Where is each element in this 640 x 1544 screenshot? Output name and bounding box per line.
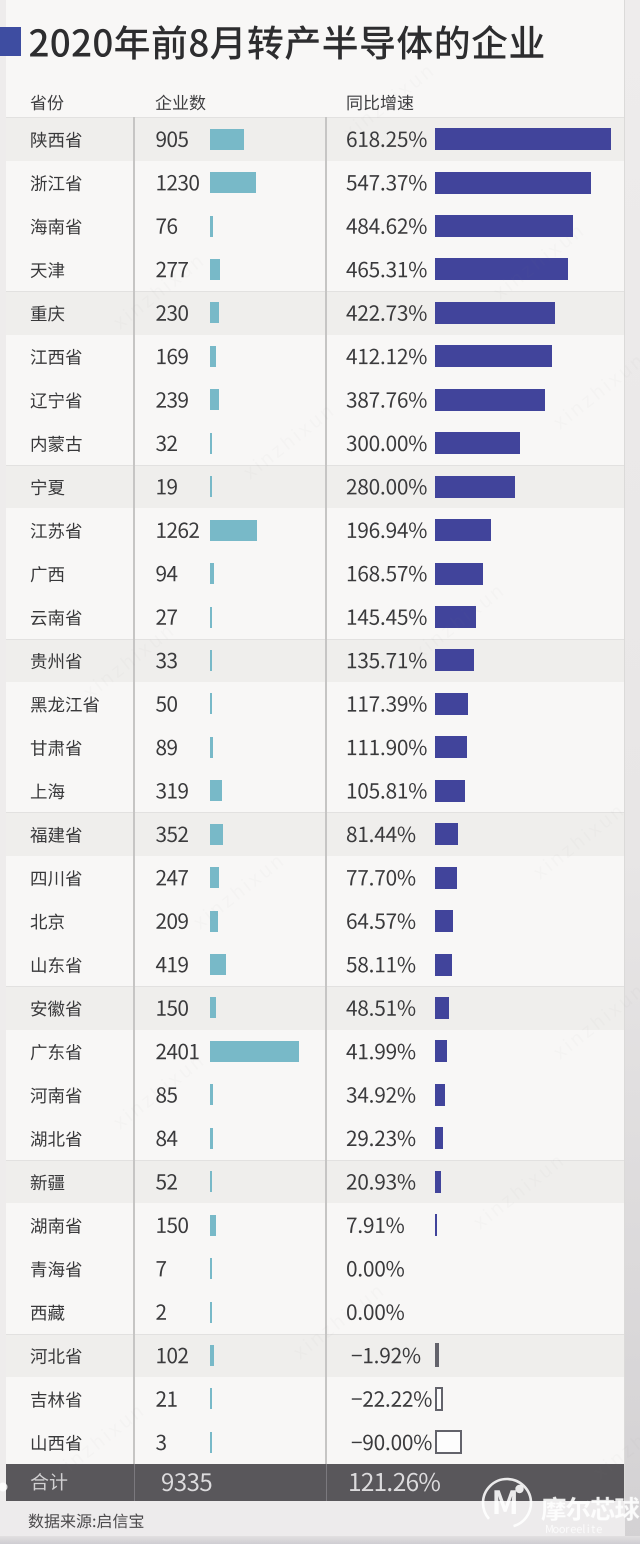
svg-text:xinzhixun: xinzhixun [550, 349, 640, 434]
svg-text:xinzhixun: xinzhixun [340, 59, 441, 144]
svg-text:xinzhixun: xinzhixun [590, 1399, 640, 1484]
svg-text:xinzhixun: xinzhixun [530, 799, 631, 884]
svg-text:xinzhixun: xinzhixun [240, 399, 341, 484]
svg-text:xinzhixun: xinzhixun [110, 249, 211, 334]
svg-text:xinzhixun: xinzhixun [550, 979, 640, 1064]
svg-text:xinzhixun: xinzhixun [410, 579, 511, 664]
svg-text:xinzhixun: xinzhixun [190, 849, 291, 934]
svg-text:xinzhixun: xinzhixun [110, 1049, 211, 1134]
svg-text:xinzhixun: xinzhixun [290, 1279, 391, 1364]
svg-text:xinzhixun: xinzhixun [50, 1399, 151, 1484]
svg-text:xinzhixun: xinzhixun [490, 219, 591, 304]
svg-text:xinzhixun: xinzhixun [470, 1149, 571, 1234]
svg-text:xinzhixun: xinzhixun [80, 619, 181, 704]
